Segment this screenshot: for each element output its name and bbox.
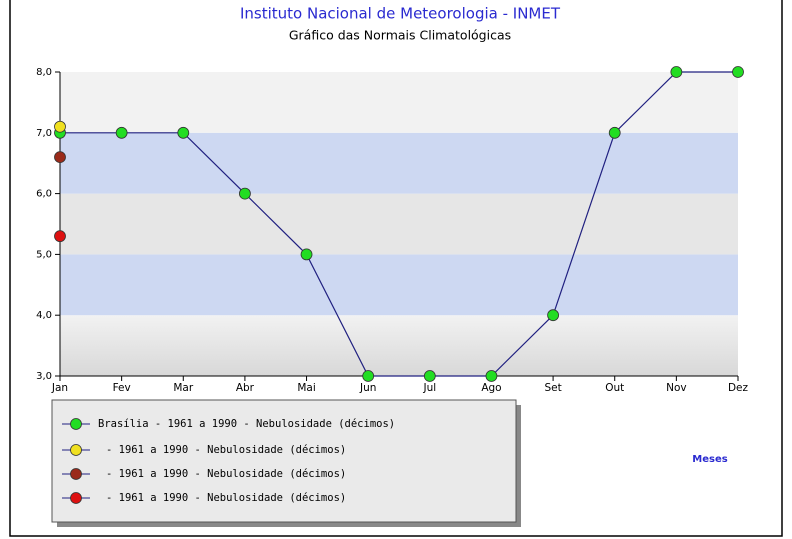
x-tick-label: Nov (666, 382, 687, 394)
y-tick-label: 5,0 (36, 249, 52, 260)
data-point (115, 126, 128, 139)
x-tick-label: Set (544, 382, 561, 394)
x-tick-label: Abr (236, 382, 255, 394)
y-tick-label: 4,0 (36, 310, 52, 321)
legend-label: - 1961 a 1990 - Nebulosidade (décimos) (106, 468, 346, 480)
data-point (54, 151, 66, 164)
data-point (423, 370, 436, 382)
band (60, 132, 738, 194)
y-tick-label: 7,0 (36, 128, 52, 139)
band (60, 315, 738, 376)
legend-marker (70, 444, 82, 456)
legend-marker (70, 492, 82, 504)
x-tick-label: Mai (297, 382, 315, 394)
legend-label: Brasília - 1961 a 1990 - Nebulosidade (d… (98, 418, 395, 430)
legend-marker (70, 418, 82, 430)
x-tick-label: Jul (422, 382, 436, 394)
x-tick-label: Ago (481, 382, 501, 394)
x-tick-label: Fev (113, 382, 131, 394)
chart-subtitle: Gráfico das Normais Climatológicas (289, 28, 511, 43)
y-tick-label: 6,0 (36, 189, 52, 200)
band (60, 193, 738, 255)
legend-label: - 1961 a 1990 - Nebulosidade (décimos) (106, 444, 346, 456)
x-tick-label: Dez (728, 382, 749, 394)
chart-title: Instituto Nacional de Meteorologia - INM… (240, 5, 561, 23)
x-tick-label: Out (605, 382, 624, 394)
data-point (54, 230, 66, 243)
data-point (670, 66, 683, 78)
data-point (300, 248, 313, 261)
data-point (485, 370, 498, 382)
data-point (732, 66, 744, 78)
legend (51, 399, 517, 523)
data-point (54, 120, 66, 133)
x-tick-label: Mar (173, 382, 193, 394)
x-tick-label: Jun (359, 382, 376, 394)
x-tick-label: Jan (51, 382, 68, 394)
data-point (608, 126, 621, 139)
x-axis-label: Meses (692, 454, 727, 465)
data-point (239, 187, 251, 200)
band (60, 72, 738, 133)
legend-marker (70, 468, 82, 480)
y-tick-label: 3,0 (36, 371, 52, 382)
legend-label: - 1961 a 1990 - Nebulosidade (décimos) (106, 492, 346, 504)
series-line (60, 71, 738, 377)
data-point (547, 309, 559, 322)
data-point (177, 126, 190, 139)
band (60, 254, 738, 316)
y-tick-label: 8,0 (36, 67, 52, 78)
data-point (362, 370, 375, 382)
